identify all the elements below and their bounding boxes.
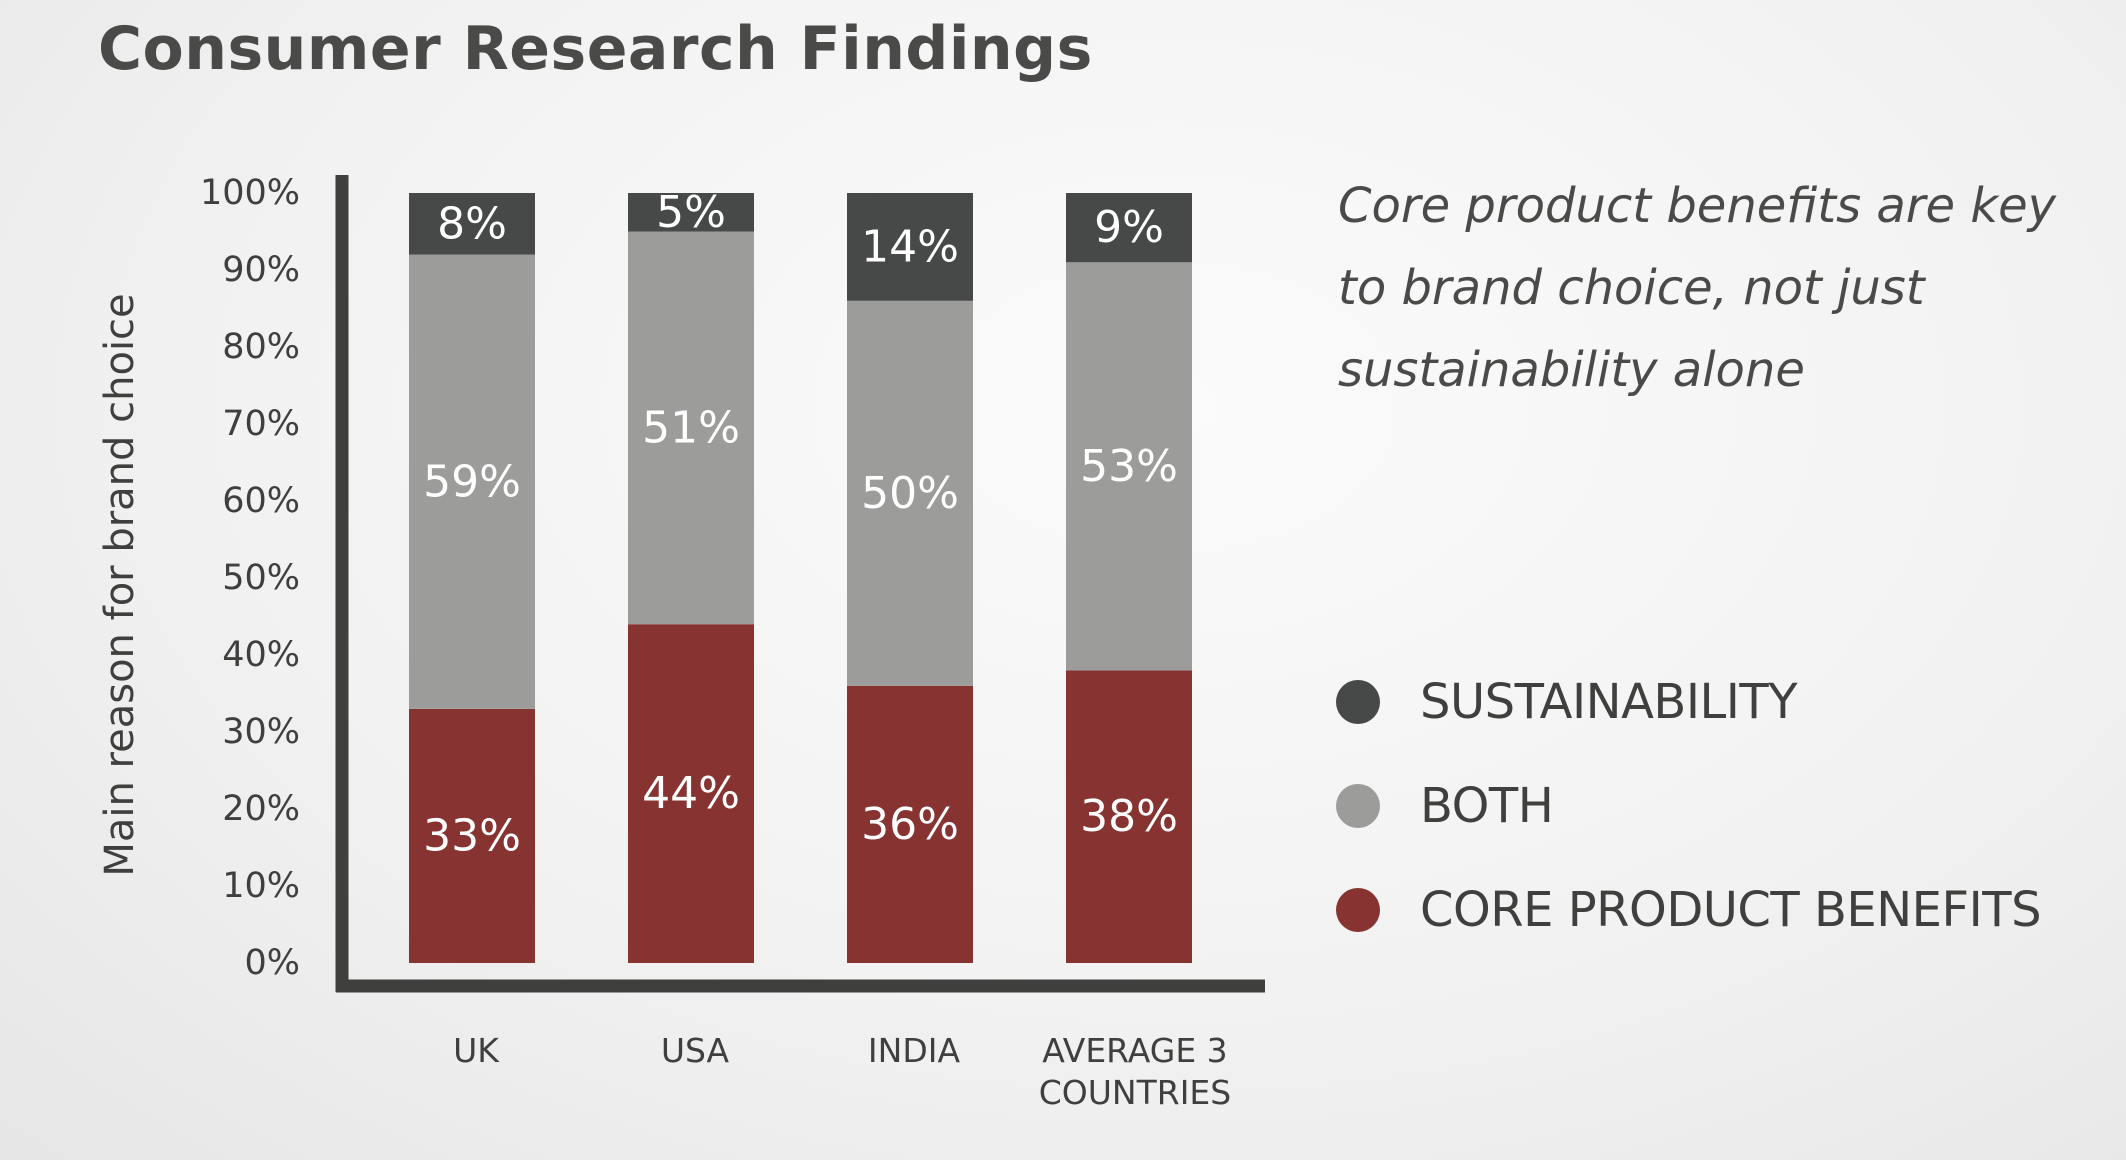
x-category-label: USA bbox=[661, 1031, 730, 1070]
y-tick-label: 30% bbox=[222, 712, 300, 752]
legend: SUSTAINABILITY BOTH CORE PRODUCT BENEFIT… bbox=[1336, 650, 2042, 962]
bar-segment-both bbox=[847, 300, 973, 686]
legend-item-core-product-benefits: CORE PRODUCT BENEFITS bbox=[1336, 858, 2042, 962]
data-label-both: 51% bbox=[642, 402, 740, 453]
x-category-label: INDIA bbox=[868, 1031, 961, 1070]
data-label-sustainability: 9% bbox=[1094, 202, 1164, 253]
x-category-labels: UK USA INDIA AVERAGE 3 COUNTRIES bbox=[453, 1031, 1231, 1112]
data-label-core-product-benefits: 44% bbox=[642, 768, 740, 819]
y-tick-label: 0% bbox=[244, 943, 300, 983]
data-label-core-product-benefits: 33% bbox=[423, 810, 521, 861]
bar-segment-both bbox=[1066, 262, 1192, 671]
y-tick-label: 10% bbox=[222, 866, 300, 906]
bar-segment-sustainability bbox=[847, 193, 973, 301]
data-label-sustainability: 5% bbox=[656, 187, 726, 238]
bar-segment-sustainability bbox=[1066, 193, 1192, 263]
bar-segment-sustainability bbox=[628, 193, 754, 232]
bar-segment-both bbox=[409, 254, 535, 709]
y-tick-label: 60% bbox=[222, 481, 300, 521]
data-label-sustainability: 14% bbox=[861, 221, 959, 272]
y-tick-label: 50% bbox=[222, 558, 300, 598]
bar-segment-sustainability bbox=[409, 193, 535, 255]
y-tick-label: 80% bbox=[222, 327, 300, 367]
legend-label: SUSTAINABILITY bbox=[1420, 674, 1798, 730]
bar-segment-core-product-benefits bbox=[409, 708, 535, 963]
axes-group bbox=[335, 175, 1265, 993]
y-tick-label: 70% bbox=[222, 404, 300, 444]
data-label-sustainability: 8% bbox=[437, 198, 507, 249]
y-tick-label: 20% bbox=[222, 789, 300, 829]
x-category-label: AVERAGE 3 COUNTRIES bbox=[1039, 1031, 1231, 1112]
y-tick-label: 40% bbox=[222, 635, 300, 675]
x-category-label: UK bbox=[453, 1031, 500, 1070]
y-tick-labels: 0% 10% 20% 30% 40% 50% 60% 70% 80% 90% 100% bbox=[200, 173, 300, 983]
data-label-core-product-benefits: 38% bbox=[1080, 791, 1178, 842]
data-label-both: 50% bbox=[861, 468, 959, 519]
legend-item-both: BOTH bbox=[1336, 754, 2041, 858]
legend-swatch-red bbox=[1336, 888, 1380, 932]
legend-label: BOTH bbox=[1420, 778, 1554, 834]
y-tick-label: 100% bbox=[200, 173, 300, 213]
page-title: Consumer Research Findings bbox=[98, 14, 1093, 84]
data-label-both: 53% bbox=[1080, 441, 1178, 492]
legend-swatch-light-gray bbox=[1336, 784, 1380, 828]
annotation-text: Core product benefits are key to brand c… bbox=[1338, 178, 2057, 398]
data-label-both: 59% bbox=[423, 456, 521, 507]
y-tick-label: 90% bbox=[222, 250, 300, 290]
legend-swatch-dark-gray bbox=[1336, 680, 1380, 724]
bars-group bbox=[409, 193, 1192, 963]
y-axis-title: Main reason for brand choice bbox=[97, 293, 143, 876]
data-label-core-product-benefits: 36% bbox=[861, 799, 959, 850]
bar-segment-core-product-benefits bbox=[628, 624, 754, 963]
bar-segment-core-product-benefits bbox=[1066, 670, 1192, 963]
bar-segment-both bbox=[628, 231, 754, 625]
bar-segment-core-product-benefits bbox=[847, 685, 973, 963]
legend-label: CORE PRODUCT BENEFITS bbox=[1420, 882, 2042, 938]
legend-item-sustainability: SUSTAINABILITY bbox=[1336, 650, 2041, 754]
data-labels-group: 33% 59% 8% 44% 51% 5% 36% 50% 14% 38% 53% 9% bbox=[423, 187, 1178, 862]
